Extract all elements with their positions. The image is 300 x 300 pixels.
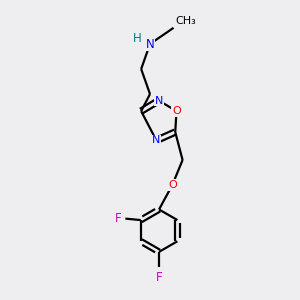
Text: N: N: [146, 38, 154, 50]
Text: H: H: [133, 32, 142, 45]
Text: O: O: [172, 106, 181, 116]
Text: F: F: [115, 212, 122, 225]
Text: N: N: [154, 95, 163, 106]
Text: CH₃: CH₃: [176, 16, 197, 26]
Text: O: O: [168, 180, 177, 190]
Text: F: F: [156, 271, 162, 284]
Text: N: N: [152, 135, 160, 146]
